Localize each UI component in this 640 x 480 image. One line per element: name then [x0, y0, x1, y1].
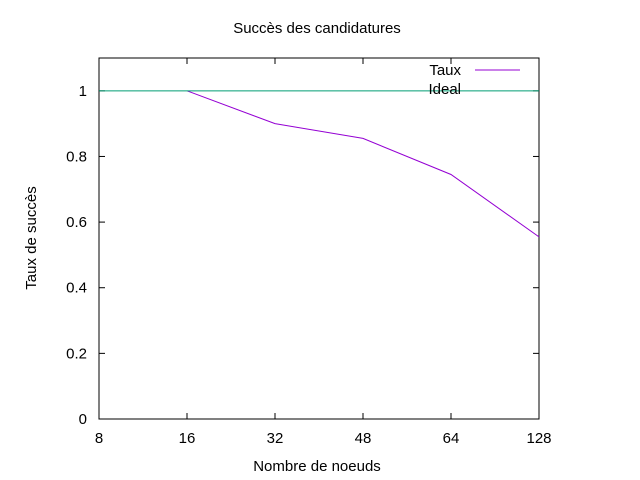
series-line-taux — [186, 90, 540, 238]
plot-frame — [98, 57, 540, 420]
x-tick-label: 128 — [526, 430, 551, 447]
y-tick-label: 0.4 — [66, 280, 87, 297]
x-axis-label: Nombre de noeuds — [253, 458, 381, 475]
y-tick-label: 0.8 — [66, 148, 87, 165]
x-tick-label: 64 — [443, 430, 460, 447]
legend-label: Taux — [429, 62, 461, 79]
x-tick-label: 8 — [95, 430, 103, 447]
legend-label: Ideal — [428, 81, 461, 98]
axis-ticks: 8 16 32 48 64 128 0 0.2 0.4 0.6 0.8 1 — [66, 58, 552, 447]
y-tick-label: 1 — [79, 83, 87, 100]
y-tick-label: 0.6 — [66, 214, 87, 231]
plot-area — [98, 57, 540, 420]
y-tick-label: 0 — [79, 411, 87, 428]
x-tick-label: 48 — [355, 430, 372, 447]
x-tick-label: 32 — [267, 430, 284, 447]
x-tick-label: 16 — [179, 430, 196, 447]
legend: Taux Ideal — [428, 62, 520, 98]
y-axis-label: Taux de succès — [23, 186, 40, 289]
y-tick-label: 0.2 — [66, 345, 87, 362]
series-lines — [99, 90, 540, 238]
chart-title: Succès des candidatures — [233, 20, 401, 37]
